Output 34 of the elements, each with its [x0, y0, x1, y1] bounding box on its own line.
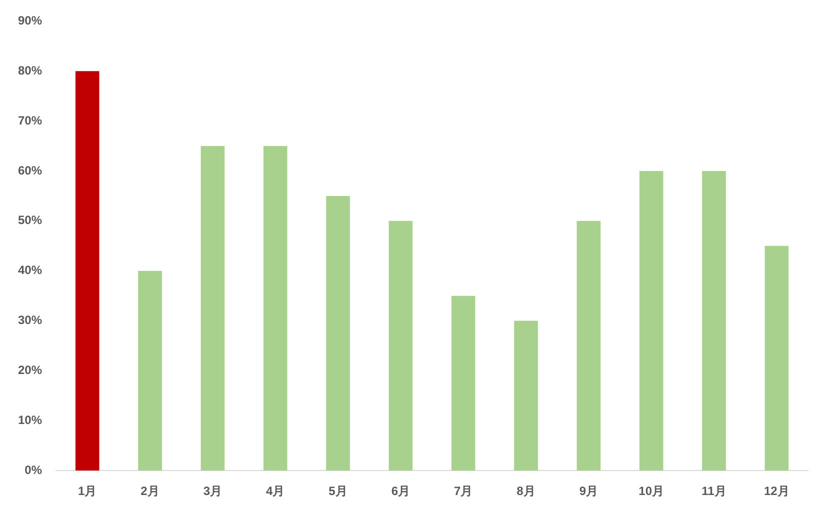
y-tick-label: 80%	[18, 63, 42, 78]
y-tick-label: 10%	[18, 412, 42, 427]
x-tick-label: 1月	[78, 484, 97, 498]
bar	[388, 220, 413, 471]
x-tick-label: 9月	[579, 484, 598, 498]
bar	[138, 270, 162, 471]
y-tick-label: 70%	[18, 113, 42, 128]
bar	[451, 296, 476, 471]
y-tick-label: 60%	[18, 163, 42, 178]
y-tick-label: 50%	[18, 213, 42, 228]
y-tick-label: 0%	[24, 462, 42, 477]
bar	[576, 220, 601, 471]
y-tick-label: 20%	[18, 363, 42, 378]
bar	[764, 246, 789, 471]
x-tick-label: 12月	[764, 484, 790, 498]
x-tick-label: 7月	[454, 484, 473, 498]
bar	[326, 196, 350, 471]
bar	[514, 320, 538, 471]
x-tick-label: 8月	[516, 484, 536, 498]
x-tick-label: 10月	[638, 484, 664, 498]
x-tick-label: 4月	[266, 484, 285, 498]
bar	[200, 146, 225, 471]
x-tick-label: 3月	[203, 484, 222, 498]
x-tick-label: 5月	[328, 484, 348, 498]
bar	[639, 171, 664, 471]
x-tick-label: 2月	[140, 484, 160, 498]
y-tick-label: 30%	[18, 313, 42, 328]
bar	[263, 146, 288, 471]
bar	[75, 71, 100, 471]
bar	[702, 171, 726, 471]
y-tick-label: 40%	[18, 263, 42, 278]
x-tick-label: 11月	[702, 484, 726, 498]
x-tick-label: 6月	[391, 484, 410, 498]
y-tick-label: 90%	[18, 14, 42, 28]
